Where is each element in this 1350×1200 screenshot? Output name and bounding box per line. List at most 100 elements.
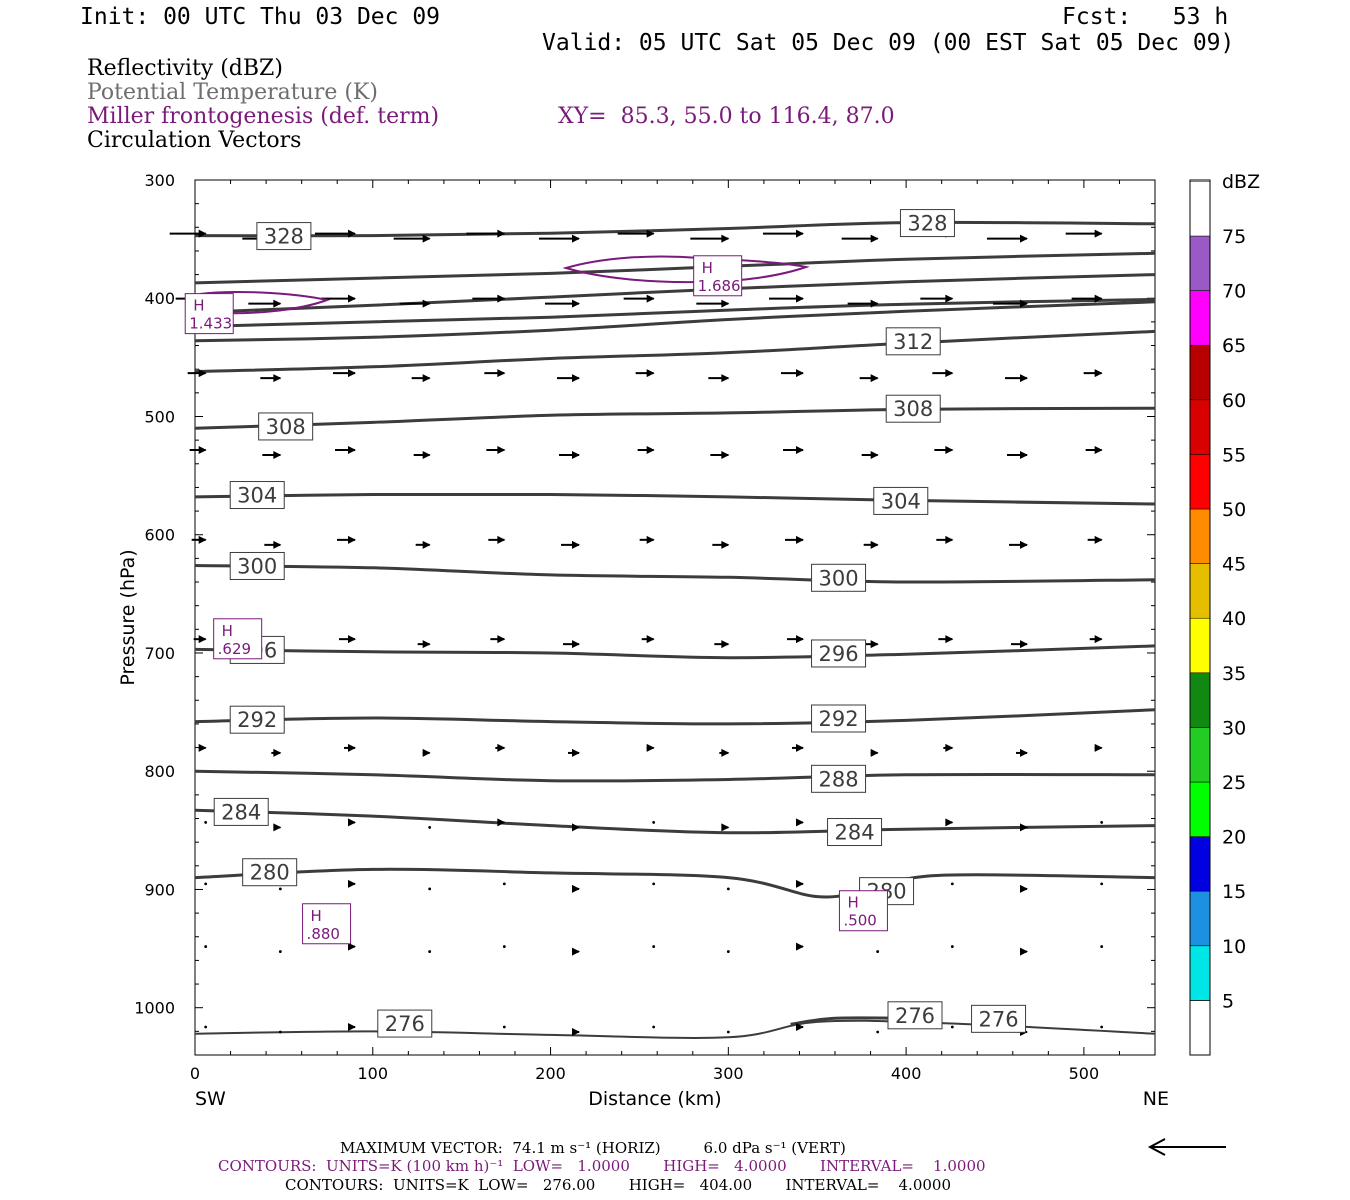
colorbar-segment: [1189, 781, 1211, 837]
circulation-vector: [278, 887, 282, 891]
colorbar-label: 55: [1222, 444, 1246, 466]
circulation-vector-head: [870, 374, 879, 383]
colorbar-segment: [1189, 617, 1211, 674]
theta-contour-312: [194, 300, 1156, 343]
circulation-vector-head: [1020, 748, 1028, 757]
contour-label-box: [899, 209, 955, 238]
contour-label-box: [811, 764, 867, 793]
circulation-vector-head: [646, 535, 655, 544]
frontogenesis-max-value: 1.433: [189, 315, 232, 333]
contour-label-308: 308: [266, 415, 306, 439]
frontogenesis-max-box: [302, 903, 352, 945]
contour-label-310: 312: [893, 330, 933, 354]
colorbar-segment: [1189, 508, 1211, 564]
circulation-vector-head: [796, 369, 804, 378]
circulation-vector-head: [721, 823, 730, 832]
circulation-vector-head: [198, 635, 207, 644]
circulation-vector-head: [572, 640, 580, 649]
contour-label-box: [811, 704, 867, 733]
y-tick-label: 1000: [134, 999, 175, 1018]
circulation-vector-head: [572, 947, 580, 956]
theta-contour-320: [194, 273, 1156, 314]
circulation-vector-head: [273, 748, 282, 757]
circulation-vector: [950, 882, 954, 886]
contour-label-276: 276: [385, 1012, 425, 1036]
circulation-vector-head: [422, 450, 431, 459]
circulation-vector-head: [1094, 369, 1103, 378]
colorbar-label: 45: [1222, 554, 1246, 576]
circulation-vector-head: [497, 369, 506, 378]
plot-frame: [194, 179, 1156, 1056]
theta-contour-310: [194, 329, 1156, 374]
colorbar-label: 35: [1222, 663, 1246, 685]
legend-reflectivity: Reflectivity (dBZ): [87, 56, 283, 81]
theta-contour-316: [194, 297, 1156, 329]
circulation-vector-head: [646, 743, 655, 752]
frontogenesis-contour-upper: [562, 255, 810, 284]
contour-label-292: 292: [819, 707, 859, 731]
y-axis-label: Pressure (hPa): [117, 549, 139, 685]
frontogenesis-max-value: .629: [218, 640, 251, 658]
y-tick-label: 700: [144, 644, 175, 663]
theta-contour-324: [194, 251, 1156, 285]
circulation-vector-head: [646, 369, 655, 378]
circulation-vector-head: [273, 299, 282, 308]
contour-label-308: 308: [893, 397, 933, 421]
circulation-vector-head: [1094, 743, 1103, 752]
theta-contour-328: [194, 220, 1156, 238]
circulation-vector: [876, 950, 880, 953]
frontogenesis-max-h: H: [193, 297, 204, 315]
colorbar-frame: [1189, 179, 1211, 1056]
contour-label-292: 292: [237, 708, 277, 732]
circulation-vector: [652, 882, 656, 886]
colorbar-segment: [1189, 181, 1211, 237]
circulation-vector-head: [945, 818, 954, 827]
circulation-vector-head: [646, 229, 655, 238]
circulation-vector-head: [721, 299, 730, 308]
circulation-vector-head: [945, 635, 954, 644]
theta-contour-280: [194, 867, 1156, 899]
circulation-vector-head: [721, 374, 730, 383]
circulation-vector-head: [572, 299, 580, 308]
init-time: Init: 00 UTC Thu 03 Dec 09: [80, 4, 441, 30]
colorbar-segment: [1189, 836, 1211, 892]
circulation-vector-head: [721, 450, 730, 459]
contour-label-304: 304: [237, 484, 277, 508]
circulation-vector-head: [1020, 540, 1028, 549]
colorbar-label: 5: [1222, 990, 1234, 1012]
circulation-vector: [278, 950, 282, 953]
contour-label-288: 288: [819, 767, 859, 791]
circulation-vector-head: [273, 374, 282, 383]
circulation-vector: [652, 945, 656, 948]
circulation-vector-head: [721, 234, 730, 243]
contour-label-276: 276: [979, 1007, 1019, 1031]
circulation-vector-head: [572, 234, 580, 243]
colorbar-label: 70: [1222, 281, 1246, 303]
colorbar-segment: [1189, 235, 1211, 291]
circulation-vector-head: [198, 229, 207, 238]
circulation-vector-head: [348, 635, 356, 644]
frontogenesis-max-value: 1.686: [698, 277, 741, 295]
circulation-vector-head: [572, 884, 580, 893]
circulation-vector-head: [646, 294, 655, 303]
contour-label-328: 328: [907, 212, 947, 236]
circulation-vector: [876, 1030, 880, 1034]
x-tick-label: 300: [713, 1064, 744, 1083]
colorbar-segment: [1189, 454, 1211, 510]
circulation-vector: [1100, 882, 1104, 886]
circulation-vector: [278, 1030, 282, 1034]
legend-miller: Miller frontogenesis (def. term): [87, 104, 440, 129]
colorbar-segment: [1189, 890, 1211, 947]
contour-label-300: 300: [237, 554, 277, 578]
theta-contour-300: [194, 564, 1156, 584]
circulation-vector-head: [572, 450, 580, 459]
footer-frontogenesis-contours: CONTOURS: UNITS=K (100 km h)⁻¹ LOW= 1.00…: [218, 1157, 986, 1175]
circulation-vector: [502, 1025, 506, 1029]
colorbar-segment: [1189, 344, 1211, 401]
circulation-vector: [428, 950, 432, 953]
contour-label-284: 284: [221, 800, 261, 824]
circulation-vector-head: [796, 942, 804, 951]
theta-contour-288: [194, 769, 1156, 783]
colorbar-label: 40: [1222, 608, 1246, 630]
y-tick-label: 900: [144, 880, 175, 899]
